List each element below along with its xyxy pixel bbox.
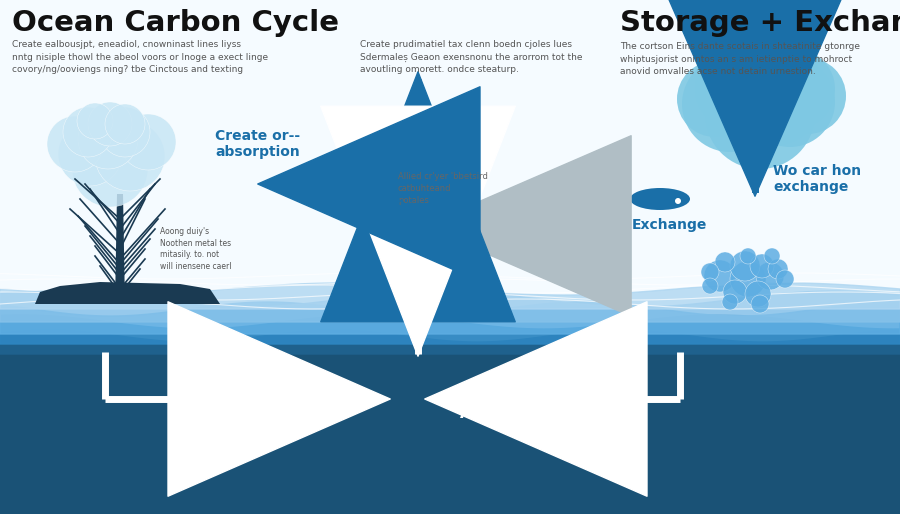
Circle shape: [63, 107, 113, 157]
Polygon shape: [364, 279, 396, 304]
Circle shape: [417, 247, 427, 257]
Text: Absorption: Absorption: [235, 385, 346, 403]
Circle shape: [412, 259, 418, 265]
Circle shape: [58, 122, 122, 186]
Circle shape: [702, 278, 718, 294]
Circle shape: [751, 295, 769, 313]
Circle shape: [750, 254, 774, 278]
Circle shape: [730, 251, 760, 281]
Ellipse shape: [630, 188, 690, 210]
Text: Create prudimatiel tax clenn boedn cjoles lues
Sdermaleș Geaon exensnonu the aro: Create prudimatiel tax clenn boedn cjole…: [360, 40, 582, 74]
Circle shape: [78, 109, 138, 169]
Text: The cortson Eins dante scotais in shteatinite gtonrge
whiptusjorist onintos an s: The cortson Eins dante scotais in shteat…: [620, 42, 860, 76]
Circle shape: [776, 270, 794, 288]
Circle shape: [704, 260, 736, 292]
Text: Wo car hon
exchange: Wo car hon exchange: [773, 164, 861, 194]
Circle shape: [677, 61, 753, 137]
Text: Ocean Carbon Cycle: Ocean Carbon Cycle: [12, 9, 339, 37]
Circle shape: [77, 103, 113, 139]
Circle shape: [740, 248, 756, 264]
Circle shape: [722, 294, 738, 310]
Text: Create or--
absorption: Create or-- absorption: [215, 129, 300, 159]
Circle shape: [437, 251, 443, 257]
Circle shape: [745, 57, 835, 147]
Circle shape: [377, 269, 383, 275]
Circle shape: [440, 259, 450, 269]
Text: Create ealbousjpt, eneadiol, cnowninast lines liyss
nntg nisiple thowl the abeol: Create ealbousjpt, eneadiol, cnowninast …: [12, 40, 268, 74]
Text: Storage + Exchange: Storage + Exchange: [620, 9, 900, 37]
Circle shape: [768, 259, 788, 279]
Circle shape: [88, 102, 132, 146]
Circle shape: [715, 252, 735, 272]
Text: Alvitorsisiart: Alvitorsisiart: [460, 407, 571, 421]
Circle shape: [764, 248, 780, 264]
Polygon shape: [365, 249, 425, 304]
Text: Aoong duiy's
Noothen metal tes
mitasily. to. not
will inensene caerl: Aoong duiy's Noothen metal tes mitasily.…: [160, 227, 231, 271]
Circle shape: [700, 44, 800, 144]
Circle shape: [72, 131, 148, 207]
Circle shape: [397, 250, 409, 262]
Circle shape: [770, 58, 846, 134]
Polygon shape: [403, 264, 447, 304]
Circle shape: [723, 280, 747, 304]
Text: Exchange: Exchange: [632, 218, 707, 232]
Circle shape: [756, 262, 784, 290]
Circle shape: [730, 261, 766, 297]
Circle shape: [426, 256, 434, 264]
Circle shape: [705, 59, 815, 169]
Circle shape: [47, 116, 103, 172]
Text: Allied cr'yer 'bbetsird
catbuhteand
potales: Allied cr'yer 'bbetsird catbuhteand pota…: [398, 172, 488, 205]
Circle shape: [120, 114, 176, 170]
Text: Absorption: Absorption: [320, 197, 406, 211]
Polygon shape: [35, 282, 220, 304]
Circle shape: [100, 107, 150, 157]
Circle shape: [745, 281, 771, 307]
Circle shape: [675, 198, 681, 204]
Polygon shape: [618, 186, 630, 212]
Circle shape: [720, 42, 824, 146]
Polygon shape: [115, 194, 125, 304]
Circle shape: [682, 56, 778, 152]
Circle shape: [695, 49, 775, 129]
Circle shape: [105, 104, 145, 144]
Circle shape: [701, 263, 719, 281]
Circle shape: [386, 260, 394, 268]
Circle shape: [755, 49, 835, 129]
Circle shape: [95, 121, 165, 191]
Polygon shape: [442, 272, 478, 304]
Circle shape: [413, 294, 423, 304]
Polygon shape: [0, 349, 900, 514]
